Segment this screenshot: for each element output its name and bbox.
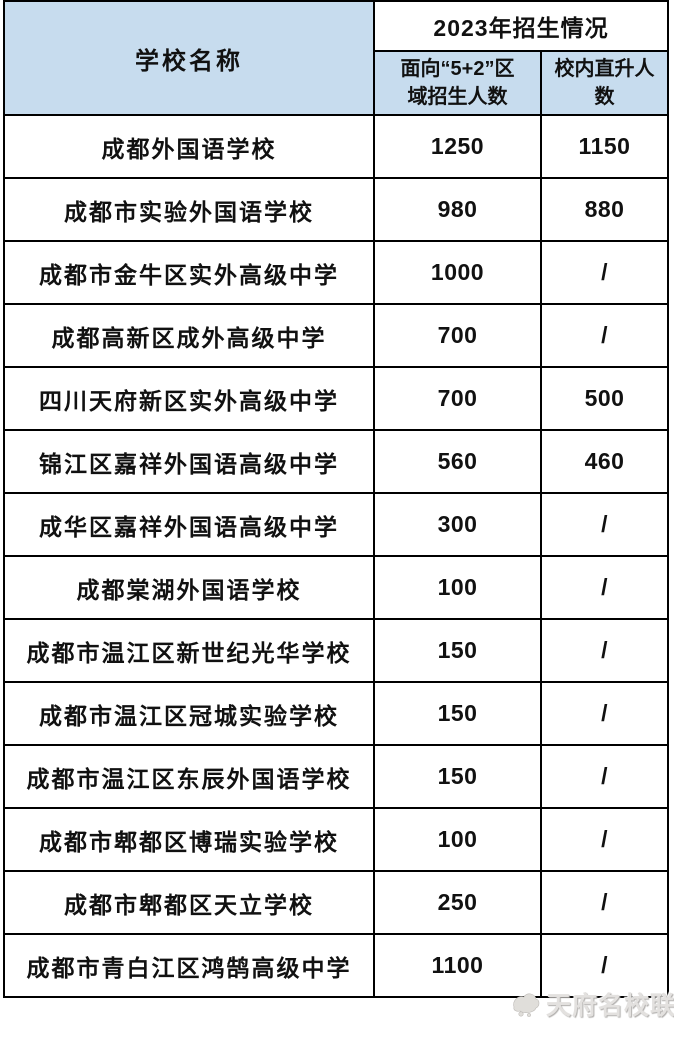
internal-promo-cell: / (539, 240, 670, 305)
school-name-cell: 成都高新区成外高级中学 (3, 303, 375, 368)
table-row: 成都市温江区东辰外国语学校 150 / (3, 744, 670, 809)
school-name-cell: 成都市温江区东辰外国语学校 (3, 744, 375, 809)
table-body: 成都外国语学校 1250 1150 成都市实验外国语学校 980 880 成都市… (3, 114, 670, 998)
school-name-cell: 成都市温江区新世纪光华学校 (3, 618, 375, 683)
school-name-cell: 锦江区嘉祥外国语高级中学 (3, 429, 375, 494)
school-name-cell: 成都市郫都区博瑞实验学校 (3, 807, 375, 872)
header-regional-admissions: 面向“5+2”区 域招生人数 (373, 50, 542, 116)
regional-count-cell: 980 (373, 177, 542, 242)
school-name-cell: 成都外国语学校 (3, 114, 375, 179)
school-name-cell: 成都市温江区冠城实验学校 (3, 681, 375, 746)
internal-promo-cell: / (539, 744, 670, 809)
regional-count-cell: 700 (373, 303, 542, 368)
internal-promo-cell: / (539, 303, 670, 368)
enrollment-table: 学校名称 2023年招生情况 面向“5+2”区 域招生人数 校内直升人数 成都外… (3, 0, 670, 998)
regional-count-cell: 1250 (373, 114, 542, 179)
regional-count-cell: 150 (373, 681, 542, 746)
internal-promo-cell: / (539, 492, 670, 557)
table-row: 成都外国语学校 1250 1150 (3, 114, 670, 179)
table-row: 成都市温江区新世纪光华学校 150 / (3, 618, 670, 683)
regional-count-cell: 560 (373, 429, 542, 494)
table-row: 锦江区嘉祥外国语高级中学 560 460 (3, 429, 670, 494)
regional-count-cell: 1000 (373, 240, 542, 305)
regional-count-cell: 1100 (373, 933, 542, 998)
internal-promo-cell: / (539, 807, 670, 872)
regional-count-cell: 100 (373, 555, 542, 620)
regional-count-cell: 150 (373, 618, 542, 683)
internal-promo-cell: 1150 (539, 114, 670, 179)
internal-promo-cell: / (539, 681, 670, 746)
internal-promo-cell: / (539, 870, 670, 935)
internal-promo-cell: 500 (539, 366, 670, 431)
table-row: 成都棠湖外国语学校 100 / (3, 555, 670, 620)
table-row: 四川天府新区实外高级中学 700 500 (3, 366, 670, 431)
table-row: 成都市郫都区博瑞实验学校 100 / (3, 807, 670, 872)
header-internal-promotion: 校内直升人数 (539, 50, 670, 116)
school-name-cell: 成都市实验外国语学校 (3, 177, 375, 242)
regional-count-cell: 300 (373, 492, 542, 557)
table-row: 成都市温江区冠城实验学校 150 / (3, 681, 670, 746)
internal-promo-cell: / (539, 933, 670, 998)
school-name-cell: 四川天府新区实外高级中学 (3, 366, 375, 431)
header-regional-line2: 域招生人数 (407, 86, 508, 108)
school-name-cell: 成都棠湖外国语学校 (3, 555, 375, 620)
regional-count-cell: 150 (373, 744, 542, 809)
table-row: 成华区嘉祥外国语高级中学 300 / (3, 492, 670, 557)
header-2023-enrollment: 2023年招生情况 (372, 0, 670, 52)
school-name-cell: 成华区嘉祥外国语高级中学 (3, 492, 375, 557)
school-name-cell: 成都市青白江区鸿鹄高级中学 (3, 933, 375, 998)
table-row: 成都市郫都区天立学校 250 / (3, 870, 670, 935)
internal-promo-cell: / (539, 618, 670, 683)
table-row: 成都市金牛区实外高级中学 1000 / (3, 240, 670, 305)
internal-promo-cell: 460 (539, 429, 670, 494)
header-school-name: 学校名称 (3, 0, 375, 116)
internal-promo-cell: / (539, 555, 670, 620)
table-row: 成都市实验外国语学校 980 880 (3, 177, 670, 242)
internal-promo-cell: 880 (539, 177, 670, 242)
table-header: 学校名称 2023年招生情况 面向“5+2”区 域招生人数 校内直升人数 (3, 0, 670, 116)
table-row: 成都高新区成外高级中学 700 / (3, 303, 670, 368)
regional-count-cell: 100 (373, 807, 542, 872)
regional-count-cell: 250 (373, 870, 542, 935)
regional-count-cell: 700 (373, 366, 542, 431)
header-regional-line1: 面向“5+2”区 (400, 58, 515, 80)
school-name-cell: 成都市郫都区天立学校 (3, 870, 375, 935)
table-row: 成都市青白江区鸿鹄高级中学 1100 / (3, 933, 670, 998)
school-name-cell: 成都市金牛区实外高级中学 (3, 240, 375, 305)
